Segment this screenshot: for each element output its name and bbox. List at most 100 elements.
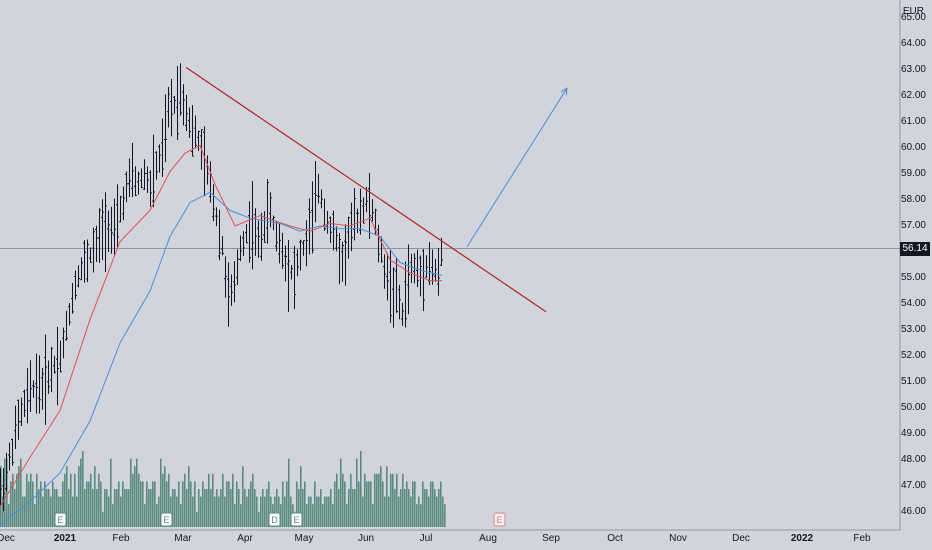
volume-bar xyxy=(430,481,432,527)
time-tick-label: 2021 xyxy=(53,533,77,544)
volume-bar xyxy=(444,504,446,527)
volume-bar xyxy=(332,504,334,527)
event-marker-label: E xyxy=(496,515,502,525)
volume-bar xyxy=(120,496,122,527)
volume-bar xyxy=(78,466,80,527)
volume-bar xyxy=(414,481,416,527)
price-tick-label: 54.00 xyxy=(900,298,926,309)
volume-bar xyxy=(216,489,218,527)
volume-bar xyxy=(12,473,14,527)
volume-bar xyxy=(28,481,30,527)
volume-bar xyxy=(156,504,158,527)
earnings-event-marker: E xyxy=(160,512,173,527)
price-tick-label: 58.00 xyxy=(900,194,926,205)
volume-bar xyxy=(276,489,278,527)
volume-bar xyxy=(116,489,118,527)
volume-bar xyxy=(80,458,82,527)
volume-bar xyxy=(152,481,154,527)
volume-bar xyxy=(88,481,90,527)
event-marker-box[interactable] xyxy=(493,512,506,527)
volume-bar xyxy=(64,473,66,527)
price-tick-label: 61.00 xyxy=(900,116,926,127)
volume-bar xyxy=(94,466,96,527)
projection-arrow xyxy=(466,87,568,248)
volume-bar xyxy=(368,481,370,527)
volume-bar xyxy=(440,481,442,527)
volume-bar xyxy=(180,504,182,527)
volume-bar xyxy=(250,481,252,527)
projection-arrow-head xyxy=(560,87,568,96)
price-tick-label: 63.00 xyxy=(900,64,926,75)
volume-bar xyxy=(310,496,312,527)
volume-bar xyxy=(72,496,74,527)
event-marker-box[interactable] xyxy=(54,512,67,527)
volume-bar xyxy=(384,496,386,527)
event-marker-box[interactable] xyxy=(290,512,303,527)
volume-bar xyxy=(104,489,106,527)
volume-bar xyxy=(354,489,356,527)
volume-bar xyxy=(290,496,292,527)
price-tick-label: 52.00 xyxy=(900,350,926,361)
volume-bar xyxy=(196,511,198,527)
volume-bar xyxy=(344,481,346,527)
earnings-event-marker: D xyxy=(268,512,281,527)
price-tick-label: 65.00 xyxy=(900,12,926,23)
volume-bar xyxy=(388,496,390,527)
volume-bar xyxy=(410,496,412,527)
volume-bar xyxy=(84,489,86,527)
event-marker-label: D xyxy=(271,515,278,525)
volume-bar xyxy=(208,473,210,527)
volume-bar xyxy=(260,496,262,527)
volume-bar xyxy=(374,473,376,527)
volume-bar xyxy=(248,489,250,527)
volume-bar xyxy=(4,458,6,527)
time-tick-label: Feb xyxy=(853,533,871,544)
volume-bar xyxy=(438,489,440,527)
volume-bar xyxy=(304,481,306,527)
volume-bar xyxy=(400,489,402,527)
volume-bar xyxy=(240,504,242,527)
volume-bar xyxy=(420,504,422,527)
slow-moving-average xyxy=(0,191,443,526)
volume-bar xyxy=(306,504,308,527)
volume-bar xyxy=(112,504,114,527)
volume-bar xyxy=(296,481,298,527)
volume-bar xyxy=(244,489,246,527)
time-tick-label: Jul xyxy=(419,533,433,544)
event-marker-box[interactable] xyxy=(160,512,173,527)
volume-bar xyxy=(348,489,350,527)
time-tick-label: Nov xyxy=(669,533,687,544)
volume-bar xyxy=(398,496,400,527)
volume-bar xyxy=(252,473,254,527)
event-marker-box[interactable] xyxy=(268,512,281,527)
volume-bar xyxy=(198,489,200,527)
price-tick-label: 59.00 xyxy=(900,168,926,179)
volume-bar xyxy=(424,489,426,527)
volume-bar xyxy=(102,511,104,527)
volume-bar xyxy=(170,496,172,527)
volume-bar xyxy=(268,481,270,527)
volume-bar xyxy=(392,473,394,527)
volume-bar xyxy=(20,458,22,527)
earnings-event-marker: E xyxy=(290,512,303,527)
volume-bar xyxy=(66,466,68,527)
last-price-tag: 56.14 xyxy=(900,242,930,256)
volume-bar xyxy=(70,473,72,527)
volume-bar xyxy=(286,481,288,527)
volume-bar xyxy=(232,473,234,527)
volume-bar xyxy=(358,481,360,527)
volume-bar xyxy=(338,489,340,527)
volume-bar xyxy=(284,496,286,527)
volume-bar xyxy=(186,489,188,527)
volume-bar xyxy=(144,504,146,527)
volume-bar xyxy=(48,489,50,527)
price-tick-label: 50.00 xyxy=(900,402,926,413)
volume-bar xyxy=(16,473,18,527)
volume-bar xyxy=(298,489,300,527)
volume-bar xyxy=(192,496,194,527)
volume-bar xyxy=(270,496,272,527)
volume-bar xyxy=(426,489,428,527)
volume-bar xyxy=(90,473,92,527)
